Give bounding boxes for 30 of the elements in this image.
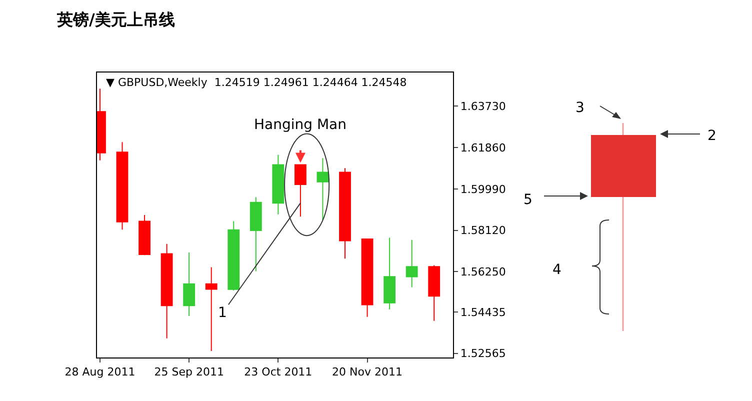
y-tick-label: 1.54435	[460, 306, 506, 319]
candlestick	[138, 214, 150, 256]
annotation: 1	[218, 305, 227, 321]
y-tick-label: 1.59990	[460, 182, 506, 196]
x-tick-label: 28 Aug 2011	[64, 366, 136, 379]
candlestick	[205, 266, 218, 352]
candlestick	[316, 158, 329, 220]
y-tick-label: 1.56250	[460, 266, 506, 279]
y-tick-label: 1.61860	[460, 141, 506, 154]
candlestick	[116, 142, 128, 230]
y-tick-label: 1.52565	[460, 347, 506, 360]
annotation: ▼ GBPUSD,Weekly 1.24519 1.24961 1.24464 1.24548	[106, 76, 407, 89]
annotation: Hanging Man	[254, 117, 346, 133]
candlestick	[339, 168, 351, 260]
x-tick-label: 23 Oct 2011	[244, 366, 312, 379]
y-tick-label: 1.63730	[460, 100, 506, 113]
candlestick	[428, 264, 440, 322]
candlestick	[406, 239, 418, 288]
candlestick	[183, 252, 196, 316]
chart-title: 英镑/美元上吊线	[56, 10, 175, 29]
candlestick	[228, 220, 240, 292]
candlestick	[272, 154, 284, 215]
y-tick-label: 1.58120	[460, 224, 506, 238]
x-tick-label: 20 Nov 2011	[332, 366, 403, 379]
x-tick-label: 25 Sep 2011	[154, 366, 224, 379]
candlestick	[361, 238, 374, 318]
candlestick	[160, 243, 173, 339]
candlestick	[384, 237, 396, 310]
candlestick	[250, 196, 262, 272]
picture-candlestick-diagram: 3 2 5 4	[524, 100, 716, 331]
